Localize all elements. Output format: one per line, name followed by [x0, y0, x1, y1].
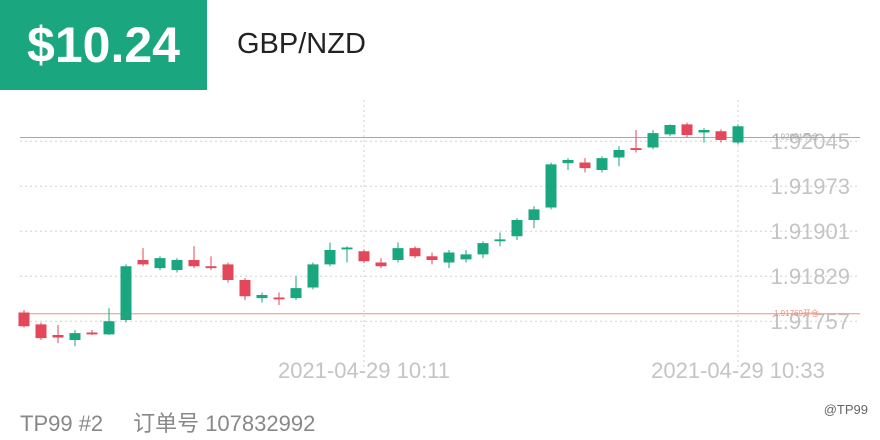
chart: 1.91757 1.91829 1.91901 1.91973 1.92045 2021-… — [18, 100, 860, 383]
candle-body — [409, 248, 421, 257]
candle-body — [528, 209, 540, 220]
candle-body — [545, 164, 557, 208]
candle-body — [188, 260, 200, 267]
candle-body — [205, 266, 217, 269]
y-tick-label: 1.91973 — [770, 174, 850, 199]
candle-body — [426, 256, 438, 260]
candle-body — [307, 264, 319, 288]
candle-body — [35, 324, 47, 339]
y-tick-label: 1.91757 — [770, 309, 850, 334]
candle-body — [494, 239, 506, 242]
candle-body — [579, 162, 591, 169]
footer: TP99 #2 订单号 107832992 — [20, 406, 345, 438]
price: $10.24 — [0, 0, 207, 90]
candle-body — [341, 247, 353, 250]
candle-body — [715, 131, 727, 140]
watermark: @TP99 — [823, 402, 868, 417]
order-label: 订单号 — [133, 411, 200, 436]
reference-label: 1.92051平仓 — [774, 132, 819, 142]
candle-body — [358, 251, 370, 262]
pair: GBP/NZD — [237, 28, 366, 60]
candle-body — [154, 258, 166, 269]
candle-body — [562, 160, 574, 164]
account: TP99 #2 — [20, 411, 104, 436]
candle-body — [256, 295, 268, 299]
order-number: 107832992 — [205, 411, 316, 436]
candle-body — [443, 252, 455, 263]
y-tick-label: 1.91829 — [770, 264, 850, 289]
candle-body — [273, 297, 285, 300]
candle-body — [290, 288, 302, 299]
candle-body — [86, 332, 98, 335]
y-tick-label: 1.91901 — [770, 219, 850, 244]
candle-body — [52, 335, 64, 338]
candle-body — [664, 125, 676, 135]
candle-body — [596, 158, 608, 170]
candle-body — [630, 148, 642, 150]
candle-body — [732, 126, 744, 143]
candle-body — [647, 133, 659, 148]
candle-body — [103, 321, 115, 335]
candle-body — [18, 312, 30, 327]
candle-body — [681, 124, 693, 135]
reference-label: 1.91769开仓 — [774, 308, 819, 318]
candle-body — [69, 333, 81, 340]
candle-body — [137, 260, 149, 265]
candle-body — [324, 250, 336, 265]
x-tick-label: 2021-04-29 10:11 — [278, 358, 450, 383]
candle-body — [460, 254, 472, 260]
candle-body — [222, 264, 234, 280]
candle-body — [239, 280, 251, 297]
candle-body — [477, 243, 489, 255]
y-tick-label: 1.92045 — [770, 129, 850, 154]
candle-body — [511, 220, 523, 237]
x-tick-label: 2021-04-29 10:33 — [651, 358, 825, 383]
candle-body — [120, 266, 132, 320]
candle-body — [375, 262, 387, 267]
candle-body — [392, 248, 404, 260]
candle-body — [698, 130, 710, 133]
candle-body — [171, 260, 183, 270]
candle-body — [613, 150, 625, 158]
